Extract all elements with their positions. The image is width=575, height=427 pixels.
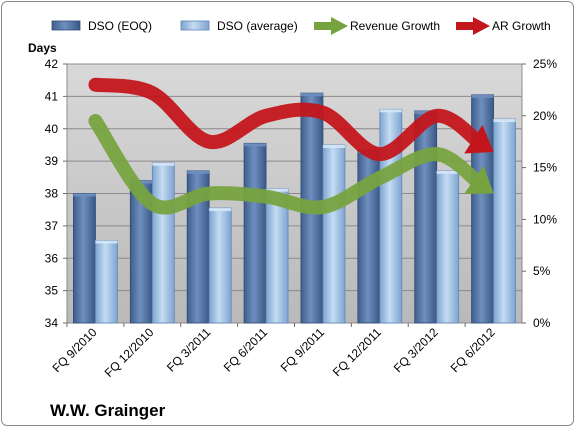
legend-arrow-ar-growth (473, 17, 490, 35)
bar-top-highlight (95, 240, 118, 244)
y-axis-tick-label: 34 (45, 316, 59, 330)
ar-growth-arrow-head (464, 124, 494, 154)
y2-axis-tick-label: 0% (533, 316, 551, 330)
y2-axis-tick-label: 15% (533, 161, 557, 175)
bar-dso-average (151, 162, 175, 324)
bar-dso-eoq (73, 193, 96, 324)
y-axis-tick-label: 38 (45, 187, 59, 201)
bar-top-highlight (300, 93, 323, 97)
bar-top-highlight (322, 144, 345, 148)
bar-dso-average (436, 170, 460, 324)
bar-top-highlight (379, 109, 402, 113)
legend-swatch-dso-eoq (51, 20, 81, 31)
legend-label-dso-eoq: DSO (EOQ) (88, 19, 152, 33)
x-axis-tick-label: FQ 9/2011 (278, 325, 328, 375)
y-axis-label: Days (28, 41, 57, 55)
x-axis-tick-label: FQ 3/2012 (391, 325, 441, 375)
bar-top-highlight (266, 188, 289, 192)
revenue-growth-arrow-head (464, 165, 494, 194)
bar-top-highlight (130, 180, 153, 184)
y-axis-tick-label: 40 (45, 122, 59, 136)
bar-top-highlight (493, 119, 516, 123)
bar-top-highlight (436, 170, 459, 174)
x-axis-tick-label: FQ 6/2011 (221, 325, 271, 375)
bar-top-highlight (471, 94, 494, 98)
bar-dso-average (322, 144, 346, 324)
plot-area: 34 35 36 37 38 39 40 41 42 0% 5% 10% 15% 20% 25% FQ 9/2… (45, 57, 558, 380)
y2-axis-tick-label: 20% (533, 109, 557, 123)
y-axis-tick-label: 41 (45, 89, 59, 103)
chart-footer-title: W.W. Grainger (50, 401, 166, 420)
y-axis-tick-label: 39 (45, 154, 59, 168)
bar-dso-average (95, 240, 118, 324)
x-axis-tick-label: FQ 12/2010 (102, 325, 157, 380)
bar-dso-average (265, 188, 289, 324)
y-axis-tick-label: 42 (45, 57, 59, 71)
y-axis-tick-label: 35 (45, 284, 59, 298)
bar-dso-eoq (414, 110, 438, 324)
legend-swatch-dso-average (180, 20, 210, 31)
bar-dso-average (493, 118, 516, 324)
revenue-growth-line (88, 113, 488, 215)
y-axis-tick-label: 36 (45, 251, 59, 265)
bar-dso-eoq (243, 142, 267, 324)
bar-top-highlight (187, 170, 210, 174)
legend-label-revenue-growth: Revenue Growth (350, 19, 440, 33)
bar-top-highlight (152, 162, 175, 166)
x-axis-tick-label: FQ 3/2011 (164, 325, 214, 375)
bar-top-highlight (244, 143, 267, 147)
legend-arrow-revenue-growth (331, 17, 348, 35)
bar-dso-average (208, 207, 232, 324)
y2-axis-tick-label: 10% (533, 212, 557, 226)
legend: DSO (EOQ) DSO (average) Revenue Growth AR G… (51, 17, 551, 35)
y-axis-tick-label: 37 (45, 219, 59, 233)
y2-axis-tick-label: 25% (533, 57, 557, 71)
legend-label-dso-average: DSO (average) (217, 19, 298, 33)
bar-top-highlight (73, 193, 96, 197)
bar-top-highlight (209, 208, 232, 212)
x-axis-tick-label: FQ 9/2010 (50, 325, 100, 375)
ar-growth-line (88, 77, 488, 162)
bar-top-highlight (414, 110, 437, 114)
y2-axis-tick-label: 5% (533, 264, 551, 278)
legend-label-ar-growth: AR Growth (492, 19, 551, 33)
x-axis-tick-label: FQ 6/2012 (448, 325, 498, 375)
x-axis-tick-label: FQ 12/2011 (330, 325, 384, 379)
